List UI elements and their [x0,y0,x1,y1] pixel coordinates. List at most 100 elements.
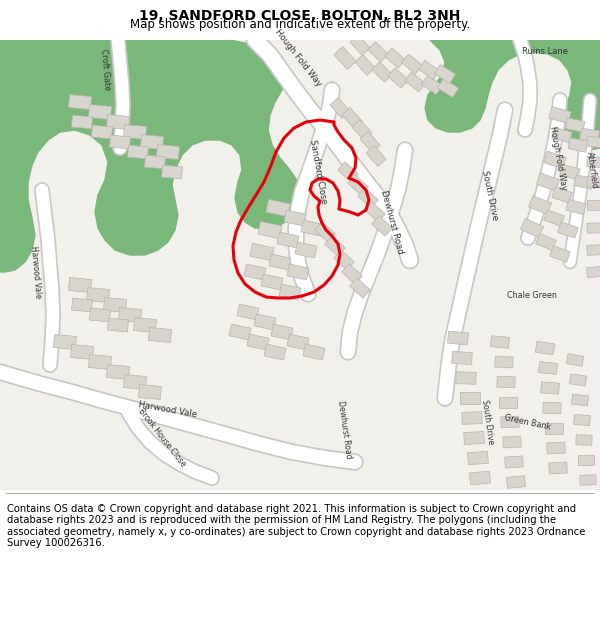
Bar [284,210,306,226]
Polygon shape [425,40,600,150]
Bar [434,64,455,83]
Bar [287,264,309,280]
Text: Chale Green: Chale Green [507,291,557,299]
Text: Atherfield: Atherfield [585,151,599,189]
Bar [587,177,600,187]
Bar [161,165,182,179]
Bar [68,94,92,109]
Bar [365,202,385,222]
Text: Harwood Vale: Harwood Vale [138,401,198,419]
Bar [372,62,392,82]
Bar [437,79,458,98]
Bar [574,175,594,189]
Bar [341,264,362,284]
Bar [360,132,380,152]
Bar [497,376,515,388]
Bar [88,354,112,369]
Bar [264,344,286,360]
Bar [547,442,565,454]
Bar [544,151,566,169]
Bar [578,455,594,465]
Bar [314,222,335,242]
Bar [460,392,480,404]
Bar [462,412,482,424]
Bar [366,146,386,166]
Bar [352,119,372,141]
Bar [371,216,392,236]
Bar [587,157,600,168]
Bar [107,318,128,332]
Bar [520,218,544,238]
Bar [258,221,282,239]
Bar [92,125,112,139]
Bar [576,435,592,445]
Bar [550,246,571,262]
Bar [347,175,368,195]
Bar [89,308,110,322]
Bar [355,54,375,76]
Bar [470,471,490,485]
Bar [342,107,362,128]
Bar [544,210,565,226]
Bar [499,396,517,408]
Bar [538,362,557,374]
Bar [71,115,92,129]
Bar [467,451,488,464]
Bar [587,136,600,148]
Bar [491,336,509,348]
Bar [587,200,600,210]
Bar [250,243,274,261]
Bar [572,394,589,406]
Bar [452,351,472,364]
Text: Hough Fold Way: Hough Fold Way [273,28,323,88]
Bar [388,68,409,88]
Bar [110,135,130,149]
Bar [140,134,164,149]
Bar [456,372,476,384]
Bar [350,34,370,56]
Text: Hough Fold Way: Hough Fold Way [548,126,568,191]
Bar [587,266,600,278]
Bar [587,244,600,256]
Bar [506,476,526,488]
Bar [566,354,584,366]
Bar [103,298,127,312]
Bar [569,374,587,386]
Bar [536,173,559,191]
Bar [269,254,291,270]
Bar [106,114,130,129]
Text: Map shows position and indicative extent of the property.: Map shows position and indicative extent… [130,18,470,31]
Bar [541,382,559,394]
Bar [568,138,588,152]
Bar [325,236,346,256]
Bar [535,341,554,355]
Bar [558,222,578,238]
Bar [385,48,406,68]
Text: South Drive: South Drive [481,169,500,221]
Bar [229,324,251,340]
Bar [543,402,561,414]
Bar [334,46,356,69]
Text: South Drive: South Drive [481,399,496,445]
Bar [350,278,370,298]
Bar [287,334,309,350]
Bar [301,220,323,236]
Bar [128,145,148,159]
Bar [501,416,519,428]
Bar [566,199,586,214]
Bar [139,384,161,399]
Bar [404,72,425,92]
Bar [88,104,112,119]
Bar [580,128,599,142]
Bar [338,162,358,182]
Bar [148,328,172,342]
Bar [529,196,551,214]
Text: Croft Gate: Croft Gate [99,49,111,91]
Polygon shape [0,40,302,272]
Bar [53,334,77,349]
Bar [124,374,146,389]
Bar [401,54,422,74]
Bar [545,422,563,434]
Bar [495,356,513,368]
Bar [295,242,317,258]
